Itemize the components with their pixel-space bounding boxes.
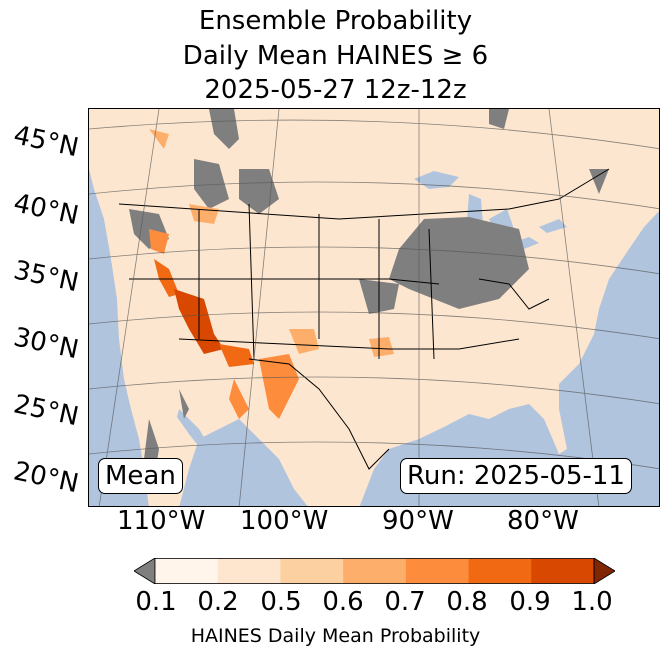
lat-label-35: 35°N xyxy=(10,255,82,299)
title-line-3: 2025-05-27 12z-12z xyxy=(204,75,467,105)
lat-label-20: 20°N xyxy=(10,456,82,500)
colorbar xyxy=(134,558,615,584)
colorbar-tick-0: 0.1 xyxy=(135,587,177,617)
colorbar-bin xyxy=(280,558,344,584)
great-lakes xyxy=(414,171,567,251)
lat-label-25: 25°N xyxy=(10,389,82,433)
colorbar-label: HAINES Daily Mean Probability xyxy=(190,625,481,647)
probability-map xyxy=(88,108,660,507)
colorbar-over-arrow xyxy=(593,558,615,584)
colorbar-tick-7: 1.0 xyxy=(571,587,613,617)
mean-label: Mean xyxy=(98,458,183,494)
title-line-1: Ensemble Probability xyxy=(198,6,473,36)
colorbar-tick-6: 0.9 xyxy=(509,587,551,617)
colorbar-tick-2: 0.5 xyxy=(260,587,302,617)
missing-data-regions xyxy=(129,109,609,479)
state-borders xyxy=(118,168,610,470)
colorbar-bin xyxy=(343,558,407,584)
colorbar-tick-4: 0.7 xyxy=(384,587,426,617)
colorbar-tick-1: 0.2 xyxy=(197,587,239,617)
colorbar-tick-3: 0.6 xyxy=(322,587,364,617)
lon-label-100: 100°W xyxy=(240,506,329,536)
colorbar-bin xyxy=(217,558,281,584)
lat-label-30: 30°N xyxy=(10,322,82,366)
colorbar-bin xyxy=(468,558,532,584)
lon-label-90: 90°W xyxy=(382,506,454,536)
title-line-2: Daily Mean HAINES ≥ 6 xyxy=(182,41,489,71)
colorbar-under-arrow xyxy=(134,558,156,584)
graticule xyxy=(89,109,659,506)
lon-label-80: 80°W xyxy=(507,506,579,536)
lat-label-45: 45°N xyxy=(10,120,82,164)
run-date-label: Run: 2025-05-11 xyxy=(400,458,632,494)
lat-label-40: 40°N xyxy=(10,188,82,232)
colorbar-bin xyxy=(531,558,595,584)
lon-label-110: 110°W xyxy=(117,506,206,536)
colorbar-bin xyxy=(405,558,470,584)
colorbar-bin xyxy=(155,558,219,584)
colorbar-tick-5: 0.8 xyxy=(446,587,488,617)
